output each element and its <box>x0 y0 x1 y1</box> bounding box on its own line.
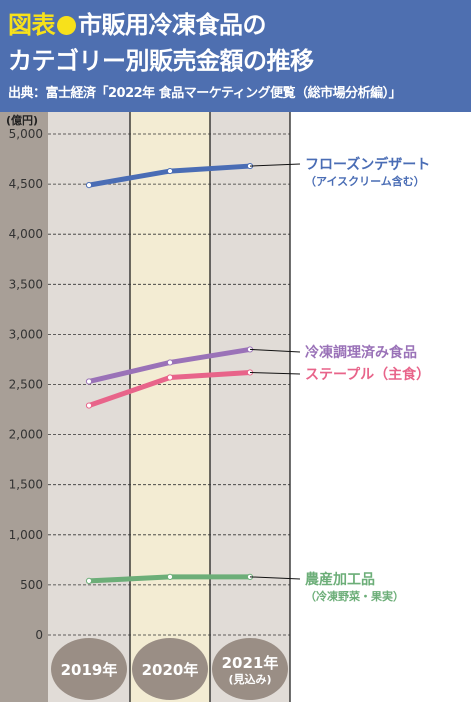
data-point <box>166 167 174 175</box>
y-tick-label: 5,000 <box>9 127 43 141</box>
header-banner: 図表 市販用冷凍食品の カテゴリー別販売金額の推移 出典：富士経済「2022年 食… <box>0 0 471 112</box>
x-tick-sublabel: (見込み) <box>228 672 271 686</box>
data-point <box>85 378 93 385</box>
leader-line <box>249 348 301 353</box>
y-tick-label: 2,500 <box>9 378 43 392</box>
data-point <box>166 573 174 580</box>
x-tick-label: 2020年 <box>142 661 199 679</box>
data-point <box>166 359 174 366</box>
title-line-2: カテゴリー別販売金額の推移 <box>8 47 314 75</box>
series-label: 農産加工品 <box>305 571 375 588</box>
y-axis-unit: (億円) <box>6 113 38 127</box>
data-point <box>85 182 93 189</box>
data-point <box>166 374 174 381</box>
y-tick-label: 500 <box>20 578 43 592</box>
data-point <box>85 402 93 409</box>
series-label: ステープル（主食） <box>305 366 430 383</box>
plot-column-bg <box>210 112 290 702</box>
axis-strip <box>0 112 48 702</box>
plot-column-bg <box>130 112 210 702</box>
series-sublabel: （冷凍野菜・果実） <box>305 589 404 603</box>
leader-line <box>249 576 301 580</box>
y-tick-label: 3,500 <box>9 277 43 291</box>
y-tick-label: 3,000 <box>9 327 43 341</box>
series-label: 冷凍調理済み食品 <box>305 344 417 361</box>
leader-line <box>249 163 301 167</box>
y-tick-label: 4,000 <box>9 227 43 241</box>
y-tick-label: 1,500 <box>9 478 43 492</box>
y-tick-label: 4,500 <box>9 177 43 191</box>
data-point <box>85 577 93 584</box>
x-tick-label: 2019年 <box>61 661 118 679</box>
series-sublabel: （アイスクリーム含む） <box>305 174 425 188</box>
y-tick-label: 2,000 <box>9 428 43 442</box>
x-tick-label: 2021年 <box>222 654 279 672</box>
year-badge <box>51 638 127 700</box>
year-badge <box>212 638 288 700</box>
title-prefix: 図表 <box>8 11 56 39</box>
y-tick-label: 0 <box>35 628 43 642</box>
chart-area: (億円) 0 500 1,000 1,500 2,000 2,500 3,000 3,500 4,… <box>0 112 430 702</box>
source-note: 出典：富士経済「2022年 食品マーケティング便覧（総市場分析編）」 <box>8 86 402 101</box>
bullet-dot-icon <box>57 16 76 35</box>
series-label: フローズンデザート <box>305 156 430 173</box>
leader-line <box>249 371 301 375</box>
year-badge <box>132 638 208 700</box>
title-line-1: 図表 市販用冷凍食品の <box>8 5 267 40</box>
title-text-1: 市販用冷凍食品の <box>78 11 267 39</box>
y-tick-label: 1,000 <box>9 528 43 542</box>
